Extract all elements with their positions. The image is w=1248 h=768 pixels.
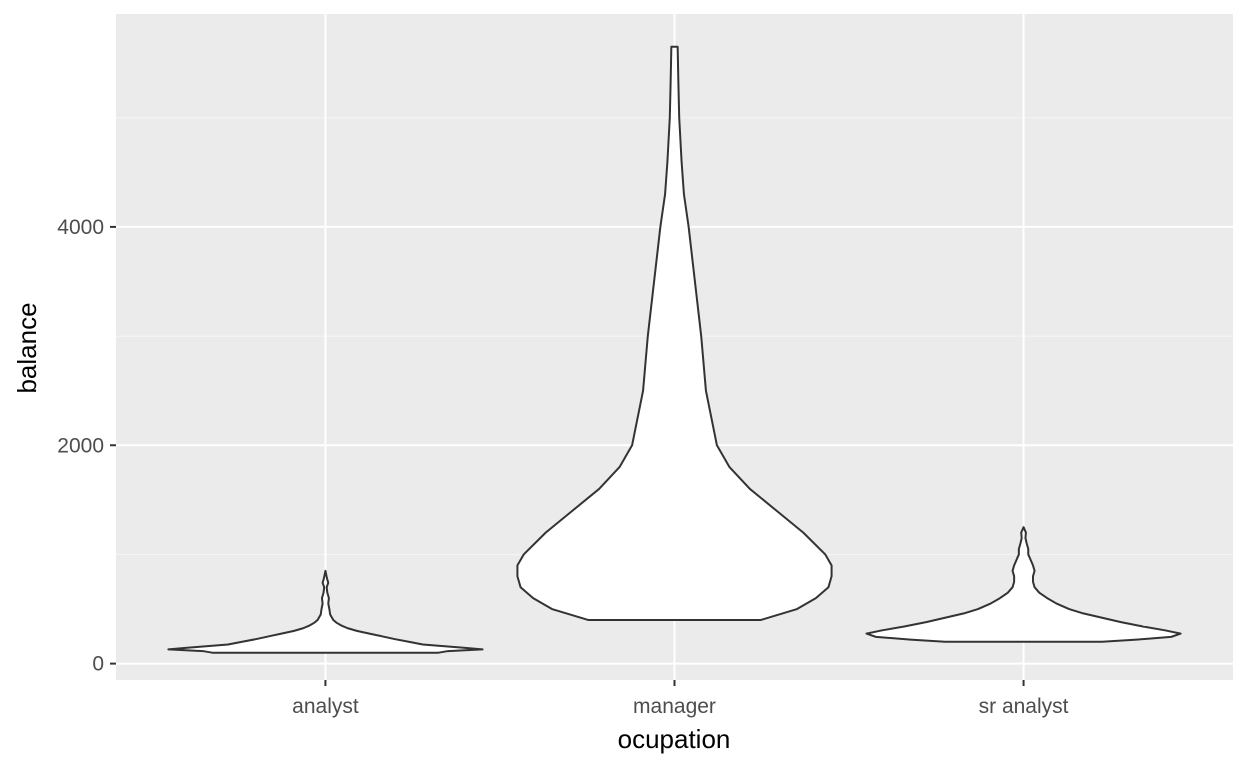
x-tick-label: analyst xyxy=(292,695,359,718)
y-tick-label: 2000 xyxy=(57,434,104,457)
x-axis-ticks: analyst manager sr analyst xyxy=(292,680,1069,718)
violin-analyst xyxy=(167,569,484,654)
violin-manager xyxy=(516,45,833,621)
y-axis-title: balance xyxy=(12,302,42,393)
y-tick-label: 4000 xyxy=(57,216,104,239)
violins-layer xyxy=(167,45,1182,654)
violin-sr-analyst xyxy=(865,526,1182,643)
x-tick-label: manager xyxy=(633,695,716,718)
y-axis-ticks: 0 2000 4000 xyxy=(57,216,116,676)
y-tick-label: 0 xyxy=(92,653,104,676)
x-axis-title: ocupation xyxy=(618,724,731,754)
x-tick-label: sr analyst xyxy=(979,695,1069,718)
